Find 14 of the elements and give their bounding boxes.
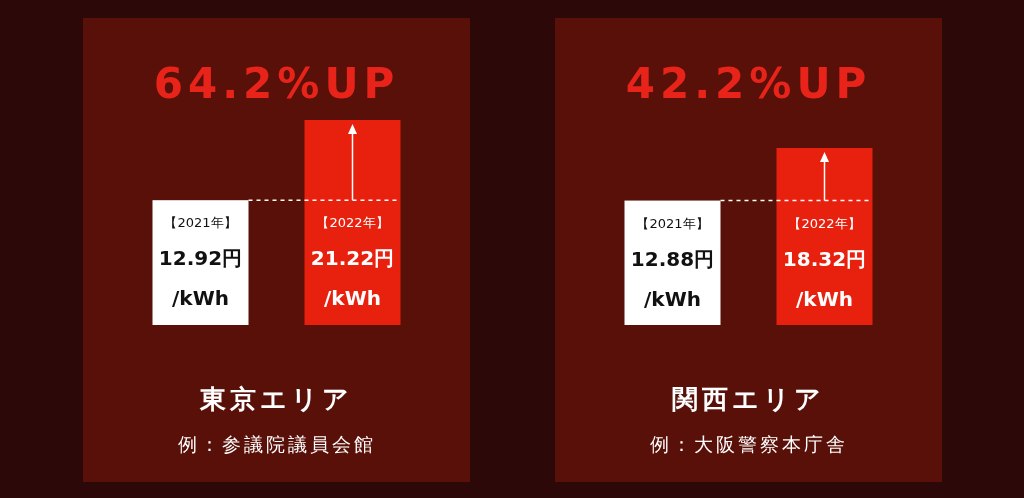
x-tick-label: 【2021年】 [164, 215, 237, 231]
chart-title: 42.2%UP [625, 59, 872, 108]
x-tick-label: 【2021年】 [636, 215, 709, 231]
text: 例：参議院議員会館 [177, 433, 376, 455]
data-label: 18.32円 /kWh [782, 246, 867, 311]
x-tick-label: 【2022年】 [316, 215, 389, 231]
text: 例：大阪警察本庁舎 [649, 433, 848, 455]
data-label: 12.92円 /kWh [158, 246, 243, 311]
data-label: 21.22円 /kWh [310, 246, 395, 311]
data-label: 12.88円 /kWh [630, 246, 715, 311]
x-tick-label: 【2022年】 [788, 215, 861, 231]
x-axis-title: 東京エリア [199, 384, 353, 414]
chart-title: 64.2%UP [153, 59, 400, 108]
x-axis-title: 関西エリア [672, 384, 825, 414]
